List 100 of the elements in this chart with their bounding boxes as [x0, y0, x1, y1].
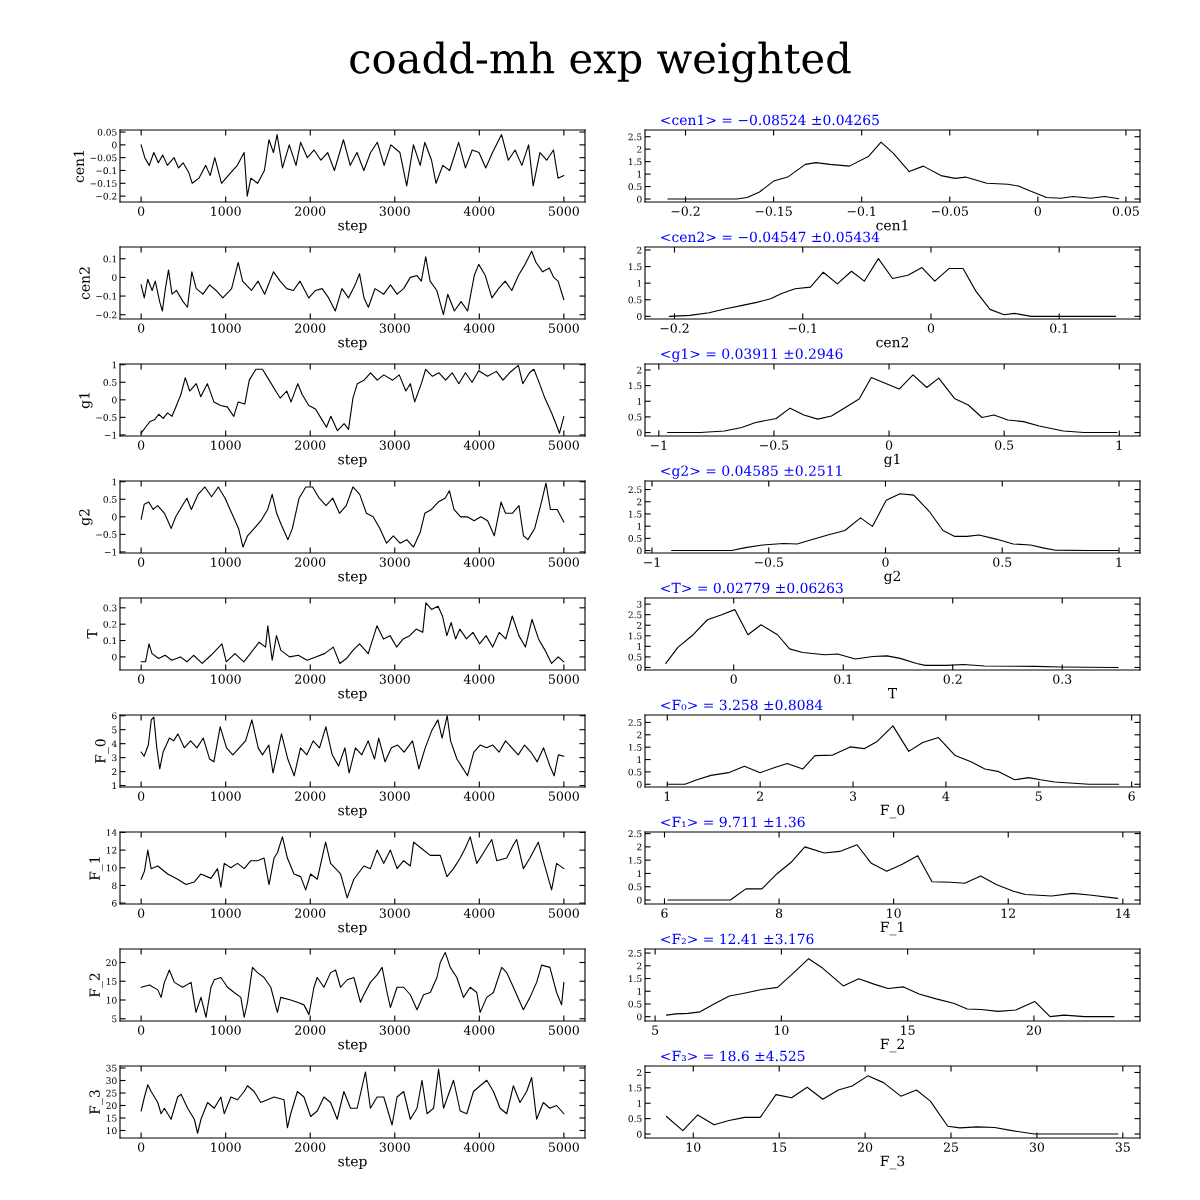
y-tick-label: 0.5 [628, 413, 642, 421]
y-tick-label: −0.1 [96, 292, 116, 300]
x-tick-label: −0.05 [931, 206, 968, 216]
x-tick-label: 3000 [379, 908, 410, 918]
x-tick-label: −0.1 [788, 323, 817, 333]
x-tick-label: −0.5 [760, 440, 789, 450]
x-tick-label: 0 [137, 440, 145, 450]
y-tick-label: 2 [637, 843, 642, 851]
y-tick-label: −0.15 [90, 180, 117, 187]
text: <F₀> = 3.258 ±0.8084 [661, 699, 823, 711]
x-tick-label: −1 [644, 557, 660, 567]
x-axis-title: F_1 [880, 921, 904, 936]
x-tick-label: 5000 [549, 440, 579, 450]
y-tick-label: 0.5 [103, 378, 117, 386]
x-tick-label: 10 [686, 1142, 701, 1152]
x-tick-label: 4 [942, 791, 950, 801]
x-tick-label: 20 [1026, 1025, 1042, 1035]
x-tick-label: 0.2 [943, 674, 962, 684]
x-tick-label: 0 [137, 791, 145, 801]
y-tick-label: 1 [637, 279, 641, 287]
line-series [140, 836, 565, 899]
y-tick-label: 0 [637, 547, 642, 555]
x-tick-label: 4000 [463, 557, 495, 567]
y-axis-title: F_1 [89, 857, 103, 880]
line-series [665, 958, 1115, 1018]
y-tick-label: 0.5 [103, 495, 117, 503]
x-tick-label: 6 [1128, 791, 1135, 801]
x-tick-label: −0.5 [754, 557, 783, 567]
x-tick-label: 30 [1029, 1142, 1045, 1152]
y-tick-label: 2 [112, 768, 117, 776]
x-tick-label: 5 [652, 1025, 659, 1035]
x-axis-title: F_2 [880, 1038, 904, 1053]
y-tick-label: 1 [637, 170, 641, 178]
x-tick-label: 3000 [379, 323, 410, 333]
x-tick-label: 4000 [463, 674, 495, 684]
x-tick-label: 2000 [295, 440, 326, 450]
y-tick-label: 2 [637, 962, 642, 970]
x-tick-label: 0.1 [834, 674, 852, 684]
x-tick-label: 3000 [379, 440, 410, 450]
y-tick-label: 10 [106, 1127, 117, 1135]
y-tick-label: 0.3 [103, 604, 117, 612]
x-tick-label: 5000 [549, 1025, 579, 1035]
x-tick-label: 0 [137, 206, 145, 216]
y-tick-label: 0.5 [628, 296, 642, 304]
x-tick-label: −0.15 [755, 206, 792, 216]
y-tick-label: 1.5 [628, 632, 642, 640]
x-axis-title: T [888, 688, 897, 699]
x-tick-label: 3000 [379, 1025, 410, 1035]
x-tick-label: 0 [137, 674, 145, 684]
x-tick-label: 0 [1034, 206, 1041, 216]
y-axis-title: g2 [79, 509, 93, 526]
x-tick-label: 0 [882, 557, 889, 567]
y-tick-label: 2 [637, 246, 642, 254]
x-tick-label: 5000 [549, 323, 579, 333]
y-tick-label: 1 [637, 522, 641, 530]
x-tick-label: 4000 [463, 1142, 495, 1152]
x-tick-label: 2000 [295, 323, 326, 333]
y-tick-label: 1 [637, 756, 641, 763]
x-tick-label: 1000 [211, 908, 241, 918]
text: <T> = 0.02779 ±0.06263 [661, 582, 843, 594]
y-tick-label: 5 [112, 726, 117, 734]
y-tick-label: 4 [111, 740, 117, 748]
y-tick-label: −0.2 [96, 192, 117, 200]
x-tick-label: 14 [1116, 908, 1131, 918]
text: <cen2> = −0.04547 ±0.05434 [661, 231, 880, 243]
y-tick-label: 0 [112, 653, 117, 661]
x-tick-label: 2000 [295, 674, 326, 684]
x-axis-title: F_0 [880, 804, 905, 819]
y-tick-label: 20 [106, 959, 117, 967]
y-tick-label: 0.2 [103, 620, 117, 628]
y-tick-label: 0 [637, 195, 642, 203]
y-tick-label: 0 [637, 896, 642, 904]
x-tick-label: 5000 [549, 908, 579, 918]
y-tick-label: 2 [637, 1069, 642, 1076]
x-tick-label: 1 [1116, 440, 1122, 450]
y-tick-label: 2.5 [628, 611, 642, 619]
x-tick-label: 0 [137, 557, 145, 567]
line-series [140, 951, 565, 1018]
y-tick-label: 2.5 [628, 486, 642, 494]
y-axis-title: cen1 [73, 151, 85, 183]
chart-title: coadd-mh exp weighted [350, 41, 851, 83]
y-tick-label: 0 [112, 141, 117, 149]
x-tick-label: 2 [757, 791, 763, 801]
y-tick-label: 15 [106, 1114, 117, 1122]
y-tick-label: −1 [104, 548, 116, 556]
y-tick-label: 2 [637, 366, 642, 374]
x-tick-label: 1 [1116, 557, 1122, 567]
y-tick-label: 15 [106, 977, 117, 985]
x-tick-label: 1 [664, 791, 670, 801]
x-tick-label: 10 [774, 1025, 789, 1035]
x-tick-label: 6 [661, 908, 668, 918]
x-axis-title: step [338, 220, 367, 234]
y-tick-label: 2 [637, 145, 642, 153]
y-tick-label: 25 [106, 1089, 117, 1097]
x-tick-label: 4000 [463, 206, 495, 216]
x-axis-title: step [338, 571, 367, 585]
y-axis-title: F_0 [95, 739, 109, 763]
x-tick-label: 3000 [379, 557, 410, 567]
x-axis-title: step [338, 922, 367, 936]
y-tick-label: 1.5 [628, 263, 642, 271]
